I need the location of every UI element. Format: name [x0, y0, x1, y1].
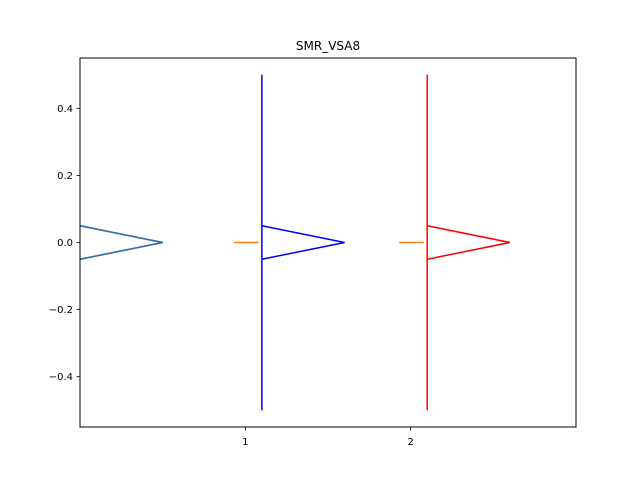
y-tick-label-3: 0.2: [57, 171, 73, 182]
chart-title: SMR_VSA8: [296, 39, 360, 53]
series-line-3: [427, 224, 511, 261]
series-line-5: [79, 224, 163, 261]
y-tick-label-4: 0.4: [57, 104, 73, 115]
plot-frame: [79, 57, 577, 428]
series-line-1: [261, 224, 345, 261]
axes-layer: 1 2 −0.4 −0.2 0.0 0.2 0.4: [49, 104, 414, 448]
series-layer: [79, 74, 511, 411]
x-tick-label-1: 2: [407, 437, 413, 448]
y-tick-label-0: −0.4: [49, 372, 73, 383]
x-tick-label-0: 1: [242, 437, 248, 448]
y-tick-label-1: −0.2: [49, 305, 73, 316]
y-tick-label-2: 0.0: [57, 238, 73, 249]
